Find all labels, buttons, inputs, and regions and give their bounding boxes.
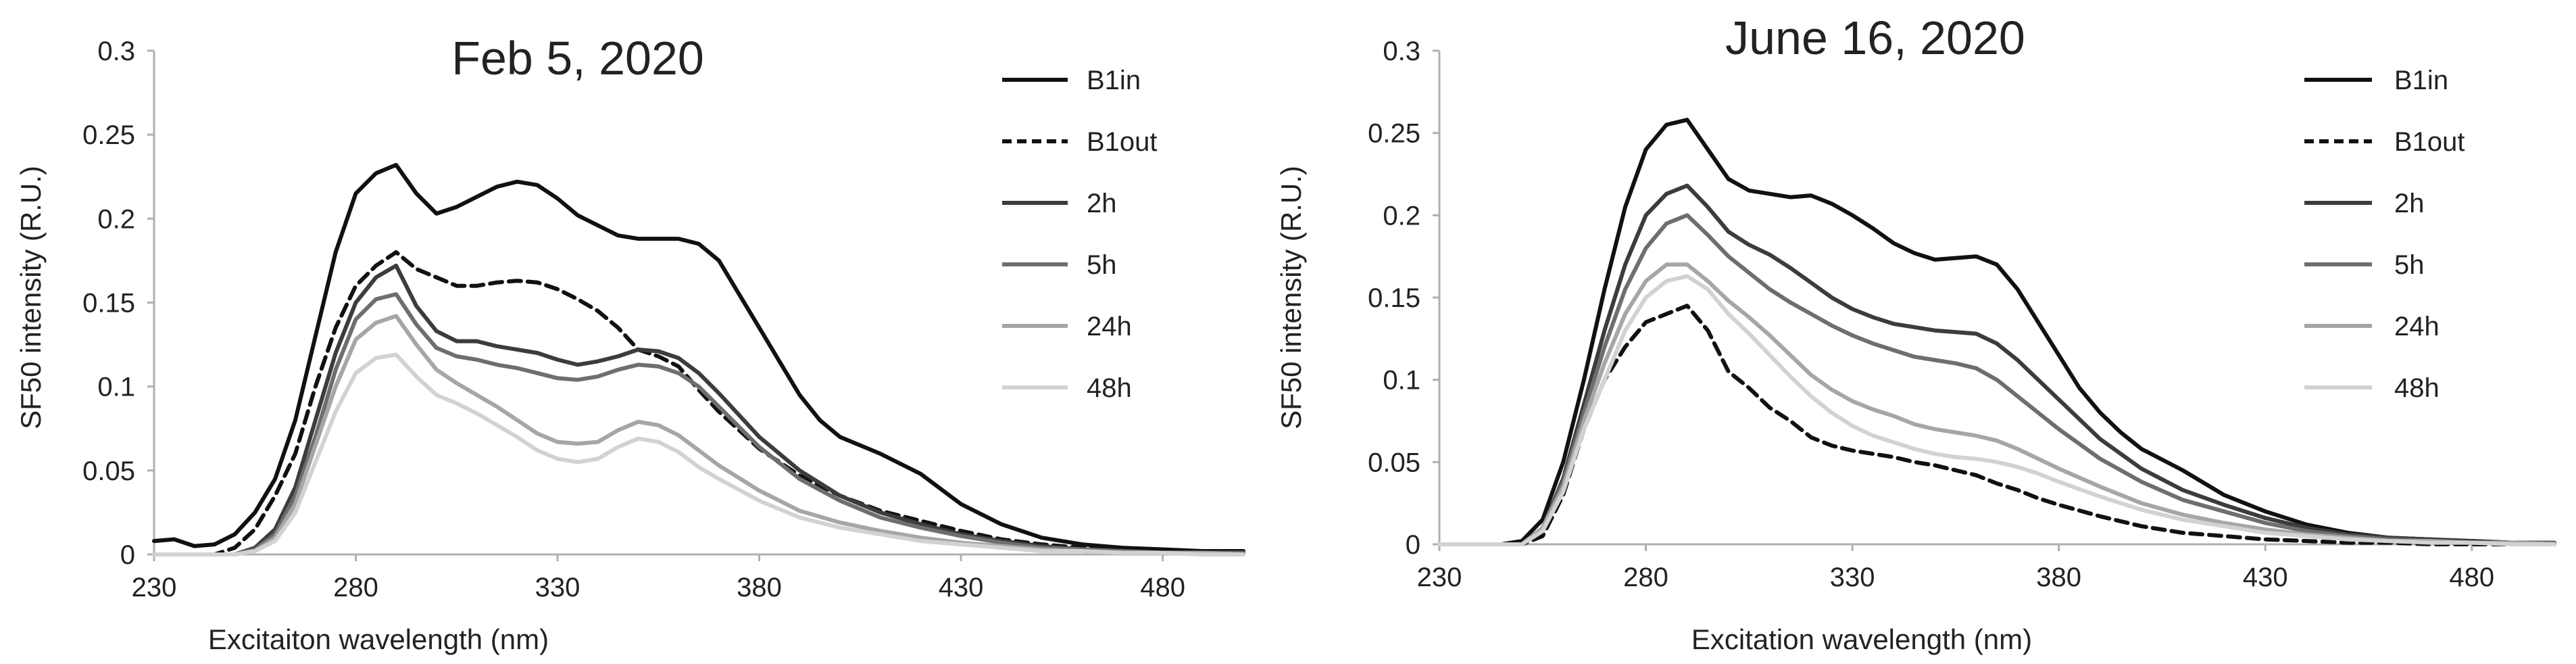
legend-label-2h: 2h bbox=[2394, 189, 2425, 218]
legend: B1in B1out 2h 5h 24h 48h bbox=[1002, 66, 1158, 403]
chart-june-16-2020: June 16, 2020 Excitation wavelength (nm)… bbox=[1275, 11, 2556, 655]
series-line-24h bbox=[1437, 262, 2556, 546]
series-line-b1in bbox=[1437, 118, 2556, 546]
x-tick-label: 430 bbox=[2243, 563, 2288, 592]
x-tick-label: 330 bbox=[535, 573, 580, 602]
x-tick-label: 230 bbox=[1417, 563, 1462, 592]
series-line-b1out bbox=[1437, 304, 2556, 546]
series-line-2h bbox=[152, 263, 1245, 556]
x-tick-label: 380 bbox=[2036, 563, 2081, 592]
y-tick-label: 0.25 bbox=[82, 120, 135, 150]
legend: B1in B1out 2h 5h 24h 48h bbox=[2304, 66, 2465, 403]
y-tick-label: 0.15 bbox=[1368, 283, 1420, 313]
chart-title: Feb 5, 2020 bbox=[451, 32, 704, 85]
chart-feb-5-2020: Feb 5, 2020 Excitaiton wavelength (nm) S… bbox=[15, 32, 1245, 655]
legend-label-b1in: B1in bbox=[2394, 66, 2448, 95]
series-line-5h bbox=[1437, 213, 2556, 546]
y-tick-label: 0.25 bbox=[1368, 119, 1420, 149]
y-tick-label: 0 bbox=[1406, 530, 1420, 560]
series-line-5h bbox=[152, 292, 1245, 556]
legend-label-48h: 48h bbox=[1087, 373, 1132, 403]
legend-label-48h: 48h bbox=[2394, 373, 2439, 403]
y-tick-label: 0.1 bbox=[97, 373, 135, 402]
y-tick-label: 0.1 bbox=[1383, 366, 1420, 396]
series-line-24h bbox=[152, 314, 1245, 556]
series-lines bbox=[152, 162, 1245, 556]
y-tick-label: 0 bbox=[120, 540, 135, 570]
x-tick-label: 280 bbox=[333, 573, 378, 602]
y-axis-label: SF50 intensity (R.U.) bbox=[15, 166, 47, 429]
x-axis-label: Excitaiton wavelength (nm) bbox=[208, 623, 549, 655]
y-tick-label: 0.2 bbox=[1383, 201, 1420, 231]
axes bbox=[147, 49, 1243, 561]
legend-label-b1out: B1out bbox=[1087, 127, 1158, 157]
x-tick-label: 280 bbox=[1623, 563, 1668, 592]
series-lines bbox=[1437, 118, 2556, 546]
legend-label-2h: 2h bbox=[1087, 189, 1117, 218]
series-line-2h bbox=[1437, 183, 2556, 546]
y-tick-label: 0.05 bbox=[1368, 448, 1420, 477]
y-tick-label: 0.3 bbox=[1383, 37, 1420, 66]
legend-label-b1in: B1in bbox=[1087, 66, 1141, 95]
y-tick-label: 0.15 bbox=[82, 289, 135, 318]
chart-title: June 16, 2020 bbox=[1725, 11, 2025, 64]
tick-labels: 0 0.05 0.1 0.15 0.2 0.25 0.3 230 280 330 380 430 480 bbox=[1368, 37, 2494, 592]
x-tick-label: 230 bbox=[132, 573, 177, 602]
series-line-48h bbox=[1437, 274, 2556, 546]
legend-label-5h: 5h bbox=[1087, 250, 1117, 280]
y-tick-label: 0.3 bbox=[97, 37, 135, 66]
x-tick-label: 430 bbox=[939, 573, 984, 602]
legend-label-24h: 24h bbox=[1087, 312, 1132, 341]
x-tick-label: 380 bbox=[737, 573, 782, 602]
y-axis-label: SF50 intensity (R.U.) bbox=[1275, 166, 1307, 429]
legend-label-b1out: B1out bbox=[2394, 127, 2465, 157]
series-line-b1out bbox=[152, 250, 1245, 556]
legend-label-24h: 24h bbox=[2394, 312, 2439, 341]
series-line-48h bbox=[152, 352, 1245, 556]
x-axis-label: Excitation wavelength (nm) bbox=[1691, 623, 2032, 655]
x-tick-label: 480 bbox=[1140, 573, 1185, 602]
x-tick-label: 330 bbox=[1830, 563, 1875, 592]
series-line-b1in bbox=[152, 162, 1245, 553]
legend-label-5h: 5h bbox=[2394, 250, 2425, 280]
y-tick-label: 0.2 bbox=[97, 204, 135, 234]
x-tick-label: 480 bbox=[2449, 563, 2494, 592]
y-tick-label: 0.05 bbox=[82, 456, 135, 486]
tick-labels: 0 0.05 0.1 0.15 0.2 0.25 0.3 230 280 330 380 430 480 bbox=[82, 37, 1185, 602]
